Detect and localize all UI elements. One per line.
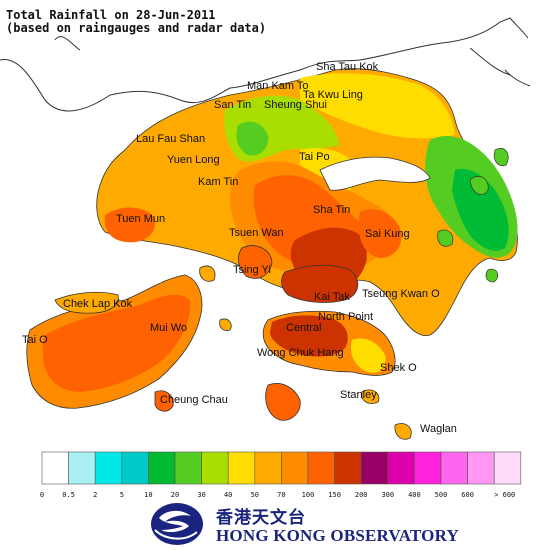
legend-tick-label: 100 [302,491,315,499]
legend-tick-label: 5 [120,491,124,499]
legend-tick-label: 2 [93,491,97,499]
legend-tick-label: 40 [224,491,232,499]
label-man-kam-to: Man Kam To [247,80,309,92]
label-kai-tak: Kai Tak [314,291,350,303]
legend-tick-label: 0.5 [62,491,75,499]
legend-swatch [387,451,415,485]
legend-swatch [148,451,176,485]
label-north-point: North Point [318,311,373,323]
legend-swatch [174,451,202,485]
legend-swatch [121,451,149,485]
legend-tick-label: 0 [40,491,44,499]
legend-swatch [360,451,389,485]
legend-swatch [254,451,282,485]
label-tai-po: Tai Po [299,151,330,163]
rain-zone-tuenmun-red [104,207,155,243]
legend-tick-label: > 600 [494,491,515,499]
lantau-red-zone [42,294,191,392]
lamma-island [265,383,301,421]
label-mui-wo: Mui Wo [150,322,187,334]
observatory-logo-icon [151,503,203,545]
legend-swatch [414,451,442,485]
label-lau-fau-shan: Lau Fau Shan [136,133,205,145]
tolo-harbour [319,156,431,191]
rain-zone-north-yellow [300,73,455,139]
label-sha-tau-kok: Sha Tau Kok [316,61,379,73]
label-yuen-long: Yuen Long [167,154,220,166]
hk-island-yellow-east [350,338,386,373]
legend-swatch [68,451,96,485]
label-cheung-chau: Cheung Chau [160,394,228,406]
rain-zone-saikung-red [358,209,402,258]
legend-swatch [467,451,495,485]
label-tsing-yi: Tsing Yi [233,264,271,276]
dapeng-coast [469,47,511,76]
label-ta-kwu-ling: Ta Kwu Ling [303,89,363,101]
port-shelter-islands [437,148,509,283]
label-kam-tin: Kam Tin [198,176,238,188]
label-san-tin: San Tin [214,99,251,111]
hk-island-red-zone [270,315,348,357]
rain-zone-east-deep-green [452,168,509,251]
legend-swatch [41,451,69,485]
legend-swatch [493,451,522,485]
legend-tick-label: 30 [197,491,205,499]
legend-tick-label: 150 [328,491,341,499]
label-wong-chuk-hang: Wong Chuk Hang [257,347,344,359]
mainland-coastline [0,17,531,112]
legend-tick-label: 50 [251,491,259,499]
label-tuen-mun: Tuen Mun [116,213,165,225]
label-tseung-kwan-o: Tseung Kwan O [362,288,440,300]
small-islands [199,265,412,440]
kowloon [281,264,359,303]
place-labels: Sha Tau Kok Man Kam To Ta Kwu Ling San T… [22,61,457,435]
label-chek-lap-kok: Chek Lap Kok [63,298,133,310]
legend-tick-label: 200 [355,491,368,499]
legend-swatch [201,451,229,485]
rainfall-legend: mm 00.5251020304050701001502003004005006… [40,451,522,499]
tsing-yi [238,245,273,279]
observatory-name-en: HONG KONG OBSERVATORY [216,526,459,545]
label-sheung-shui: Sheung Shui [264,99,327,111]
label-waglan: Waglan [420,423,457,435]
legend-tick-label: 600 [461,491,474,499]
legend-tick-label: 500 [435,491,448,499]
cheung-chau [154,390,174,412]
label-central: Central [286,322,321,334]
legend-swatch [94,451,123,485]
map-title: Total Rainfall on 28-Jun-2011 [6,8,216,22]
legend-swatch [440,451,468,485]
legend-tick-label: 20 [171,491,179,499]
legend-swatch [281,451,309,485]
legend-swatch [307,451,335,485]
legend-tick-label: 400 [408,491,421,499]
legend-tick-label: 70 [277,491,285,499]
legend-tick-label: 10 [144,491,152,499]
legend-tick-label: 300 [381,491,394,499]
label-tai-o: Tai O [22,334,48,346]
chek-lap-kok [54,291,119,314]
label-shek-o: Shek O [380,362,417,374]
rain-zone-green-core [236,121,269,156]
label-stanley: Stanley [340,389,377,401]
map-subtitle: (based on raingauges and radar data) [6,21,267,35]
coast-islet [54,36,81,51]
label-sai-kung: Sai Kung [365,228,410,240]
legend-swatch [334,451,362,485]
observatory-name-cn: 香港天文台 [216,508,306,528]
legend-swatch [227,451,256,485]
label-sha-tin: Sha Tin [313,204,350,216]
label-tsuen-wan: Tsuen Wan [229,227,284,239]
